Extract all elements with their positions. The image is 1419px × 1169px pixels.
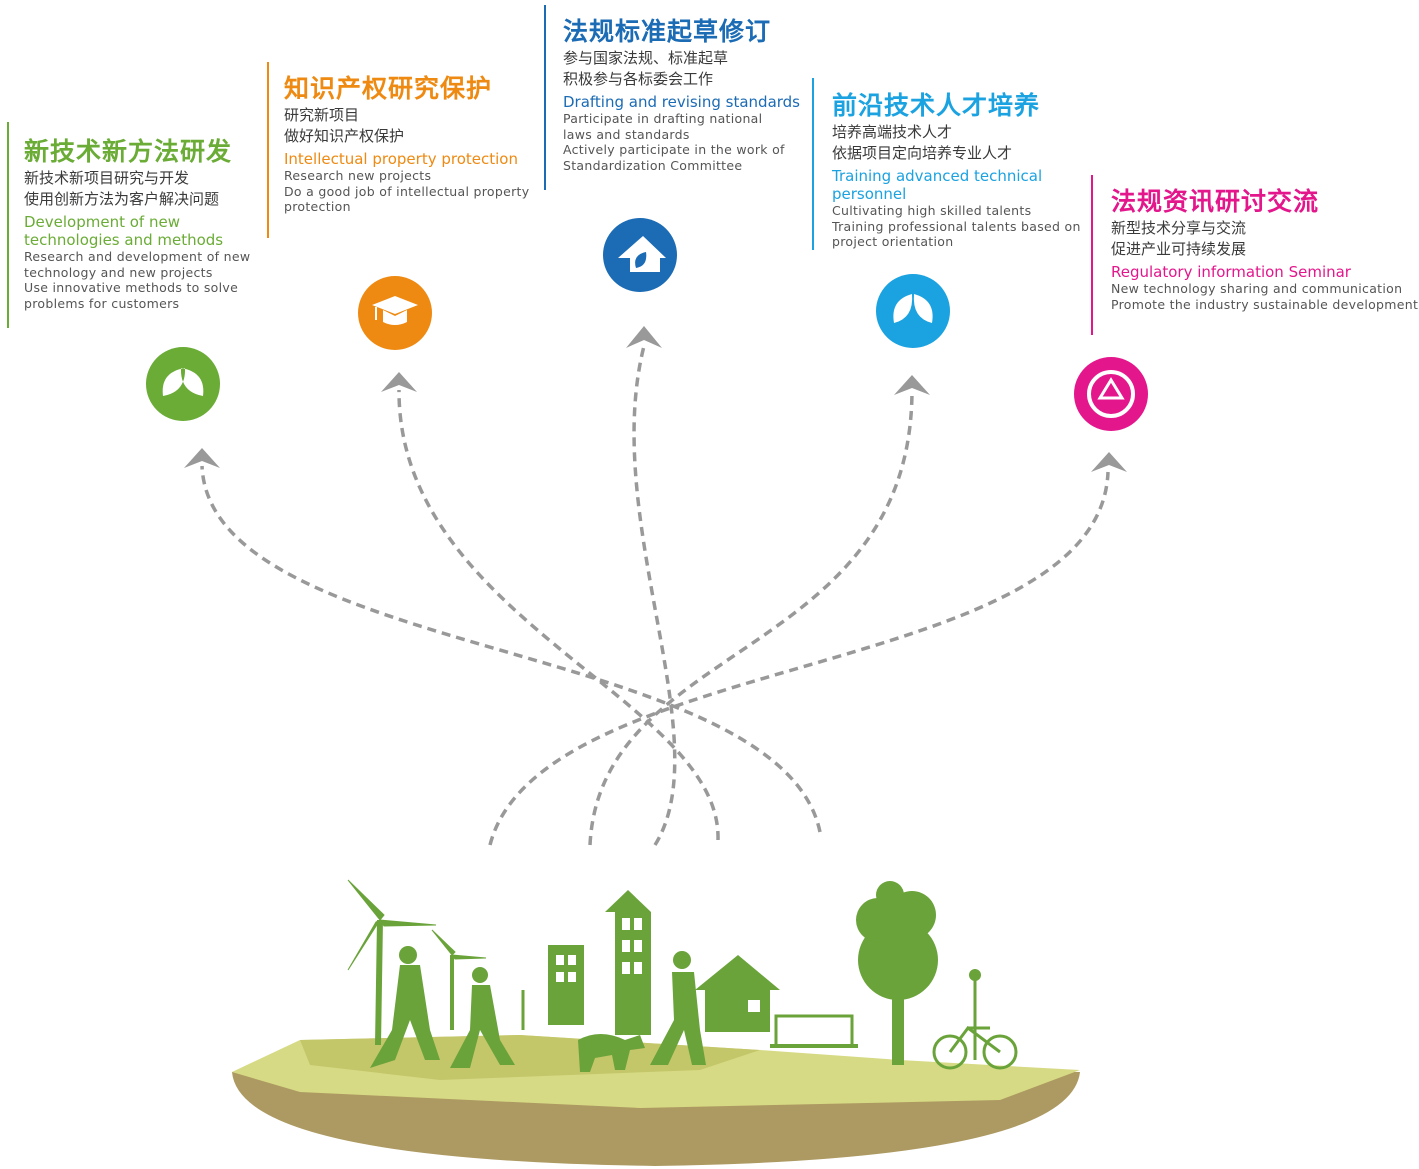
icon-recycle (1074, 357, 1148, 431)
en-title-block: Regulatory information Seminar (1111, 263, 1418, 281)
zh-line: 培养高端技术人才 (832, 122, 1081, 143)
section: 法规资讯研讨交流新型技术分享与交流促进产业可持续发展 Regulatory inf… (1111, 186, 1418, 312)
zh-line: 新型技术分享与交流 (1111, 218, 1418, 239)
divider (544, 5, 546, 190)
zh-line: 促进产业可持续发展 (1111, 239, 1418, 260)
arrowheads (184, 326, 1127, 472)
zh-line: 研究新项目 (284, 105, 529, 126)
en-title: Development of new (24, 213, 250, 231)
icon-leaves-blue (876, 274, 950, 348)
zh-line: 做好知识产权保护 (284, 126, 529, 147)
en-line: Standardization Committee (563, 158, 800, 174)
en-line: New technology sharing and communication (1111, 281, 1418, 297)
icon-cap (358, 276, 432, 350)
zh-line: 依据项目定向培养专业人才 (832, 143, 1081, 164)
icon-leaves (146, 347, 220, 421)
section-title: 新技术新方法研发 (24, 136, 250, 168)
en-title: Drafting and revising standards (563, 93, 800, 111)
en-line: Research and development of new (24, 249, 250, 265)
en-line: laws and standards (563, 127, 800, 143)
section: 新技术新方法研发新技术新项目研究与开发使用创新方法为客户解决问题 Developm… (24, 136, 250, 311)
en-title: personnel (832, 185, 1081, 203)
section-title: 法规标准起草修订 (563, 16, 800, 48)
section: 知识产权研究保护研究新项目做好知识产权保护 Intellectual proper… (284, 73, 529, 215)
dashed-paths (202, 346, 1108, 845)
en-title-block: Intellectual property protection (284, 150, 529, 168)
en-title: Training advanced technical (832, 167, 1081, 185)
section-title: 前沿技术人才培养 (832, 90, 1081, 122)
en-line: Promote the industry sustainable develop… (1111, 297, 1418, 313)
divider (7, 122, 9, 328)
en-line: protection (284, 199, 529, 215)
en-line: Participate in drafting national (563, 111, 800, 127)
en-line: Use innovative methods to solve (24, 280, 250, 296)
en-line: Cultivating high skilled talents (832, 203, 1081, 219)
en-title: Intellectual property protection (284, 150, 529, 168)
en-title: technologies and methods (24, 231, 250, 249)
en-line: Research new projects (284, 168, 529, 184)
icon-house (603, 218, 677, 292)
en-line: technology and new projects (24, 265, 250, 281)
section: 法规标准起草修订参与国家法规、标准起草积极参与各标委会工作 Drafting an… (563, 16, 800, 173)
zh-line: 积极参与各标委会工作 (563, 69, 800, 90)
section-title: 法规资讯研讨交流 (1111, 186, 1418, 218)
infographic: 新技术新方法研发新技术新项目研究与开发使用创新方法为客户解决问题 Developm… (0, 0, 1419, 1169)
divider (267, 62, 269, 238)
section: 前沿技术人才培养培养高端技术人才依据项目定向培养专业人才 Training adv… (832, 90, 1081, 250)
section-title: 知识产权研究保护 (284, 73, 529, 105)
en-title: Regulatory information Seminar (1111, 263, 1418, 281)
zh-line: 使用创新方法为客户解决问题 (24, 189, 250, 210)
en-title-block: Drafting and revising standards (563, 93, 800, 111)
en-line: project orientation (832, 234, 1081, 250)
zh-line: 新技术新项目研究与开发 (24, 168, 250, 189)
en-line: Training professional talents based on (832, 219, 1081, 235)
en-line: Do a good job of intellectual property (284, 184, 529, 200)
en-line: problems for customers (24, 296, 250, 312)
zh-line: 参与国家法规、标准起草 (563, 48, 800, 69)
en-line: Actively participate in the work of (563, 142, 800, 158)
divider (1091, 175, 1093, 335)
divider (812, 78, 814, 250)
